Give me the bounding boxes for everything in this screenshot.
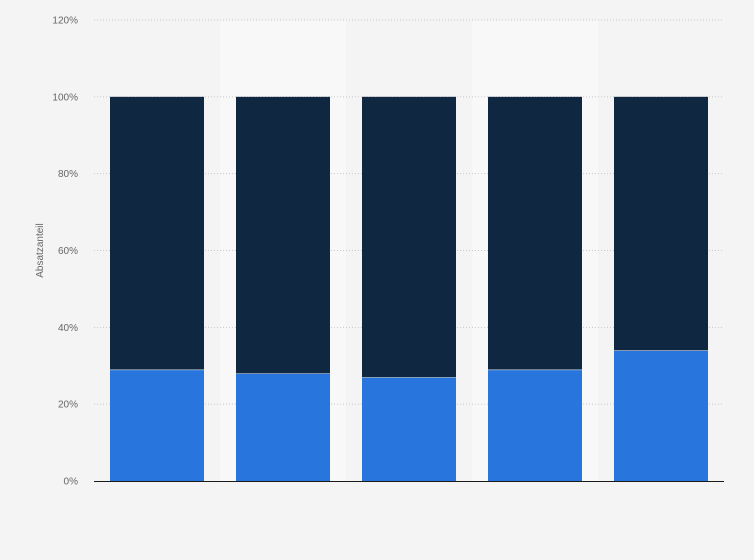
- bar-segment-series-1[interactable]: [488, 369, 582, 481]
- y-tick-label: 20%: [58, 400, 78, 411]
- bar-segment-series-2[interactable]: [110, 96, 204, 370]
- bar-segment-series-1[interactable]: [236, 373, 330, 481]
- bar-segment-series-2[interactable]: [488, 96, 582, 370]
- bar-segment-series-1[interactable]: [110, 369, 204, 481]
- y-axis-title: Absatzanteil: [35, 223, 46, 277]
- bar-segment-series-1[interactable]: [614, 350, 708, 481]
- bar-segment-series-2[interactable]: [236, 96, 330, 374]
- bars: [110, 96, 708, 481]
- bar-segment-series-2[interactable]: [614, 96, 708, 351]
- y-tick-label: 80%: [58, 169, 78, 180]
- y-tick-label: 40%: [58, 323, 78, 334]
- y-tick-label: 100%: [52, 92, 78, 103]
- y-tick-label: 60%: [58, 246, 78, 257]
- y-tick-label: 120%: [52, 16, 78, 27]
- bar-segment-series-2[interactable]: [362, 96, 456, 378]
- bar-segment-series-1[interactable]: [362, 377, 456, 481]
- y-tick-label: 0%: [64, 477, 79, 488]
- y-axis-tick-labels: 0% 20% 40% 60% 80% 100% 120%: [52, 16, 78, 488]
